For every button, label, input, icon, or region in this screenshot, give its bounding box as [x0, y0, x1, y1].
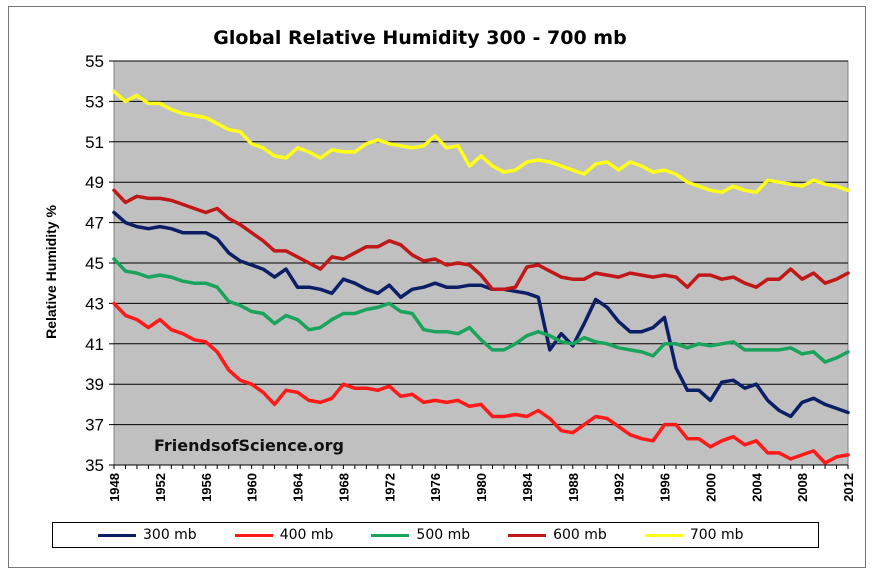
series-line-700-mb — [112, 89, 850, 195]
legend-label: 400 mb — [279, 527, 334, 543]
series-lines — [112, 89, 850, 465]
watermark-annotation: FriendsofScience.org — [154, 436, 344, 455]
x-tick-label: 1960 — [245, 473, 260, 502]
y-tick-label: 51 — [85, 133, 104, 152]
legend-swatch — [371, 533, 410, 537]
y-axis: 35 37 39 41 43 45 47 49 51 53 55 — [85, 52, 114, 475]
legend: 300 mb 400 mb 500 mb 600 mb 700 mb — [52, 522, 819, 548]
legend-item-400-mb: 400 mb — [234, 527, 334, 543]
x-tick-label: 2008 — [795, 473, 810, 502]
legend-swatch — [508, 533, 547, 537]
series-line-600-mb — [112, 188, 850, 292]
x-tick-label: 2012 — [841, 473, 856, 502]
legend-swatch — [98, 533, 136, 537]
legend-item-300-mb: 300 mb — [98, 527, 197, 543]
legend-label: 700 mb — [689, 527, 744, 543]
x-tick-label: 2004 — [749, 472, 764, 502]
y-tick-label: 55 — [85, 52, 104, 71]
x-tick-label: 1964 — [291, 472, 306, 502]
legend-item-500-mb: 500 mb — [371, 527, 470, 543]
legend-item-700-mb: 700 mb — [644, 527, 744, 543]
x-tick-label: 1996 — [658, 473, 673, 502]
y-tick-label: 47 — [85, 214, 104, 233]
y-tick-label: 37 — [85, 416, 104, 435]
x-tick-label: 1988 — [566, 473, 581, 502]
x-tick-label: 1972 — [382, 473, 397, 502]
y-tick-label: 41 — [85, 335, 104, 354]
x-tick-label: 1984 — [520, 472, 535, 502]
series-line-500-mb — [112, 257, 850, 364]
x-tick-label: 1992 — [612, 473, 627, 502]
chart-title: Global Relative Humidity 300 - 700 mb — [213, 27, 626, 49]
y-tick-label: 35 — [85, 456, 104, 475]
y-tick-label: 45 — [85, 254, 104, 273]
y-tick-label: 49 — [85, 173, 104, 192]
x-tick-label: 1968 — [336, 473, 351, 502]
legend-swatch — [234, 533, 273, 537]
x-tick-label: 1980 — [474, 473, 489, 502]
legend-swatch — [644, 533, 683, 537]
y-tick-label: 43 — [85, 294, 104, 313]
series-line-300-mb — [112, 210, 850, 419]
y-tick-label: 39 — [85, 375, 104, 394]
x-axis: 1948 1952 1956 1960 1964 1968 1972 1976 1980 1984… — [107, 465, 856, 502]
y-axis-label: Relative Humidity % — [43, 205, 59, 339]
x-tick-label: 1948 — [107, 473, 122, 502]
legend-label: 600 mb — [553, 527, 607, 543]
x-tick-label: 2000 — [703, 473, 718, 502]
legend-label: 500 mb — [416, 527, 471, 543]
legend-item-600-mb: 600 mb — [508, 527, 607, 543]
y-tick-label: 53 — [85, 92, 104, 111]
series-line-400-mb — [112, 301, 850, 465]
x-tick-label: 1956 — [199, 473, 214, 502]
legend-label: 300 mb — [143, 527, 197, 543]
x-tick-label: 1976 — [428, 473, 443, 502]
x-tick-label: 1952 — [153, 473, 168, 502]
